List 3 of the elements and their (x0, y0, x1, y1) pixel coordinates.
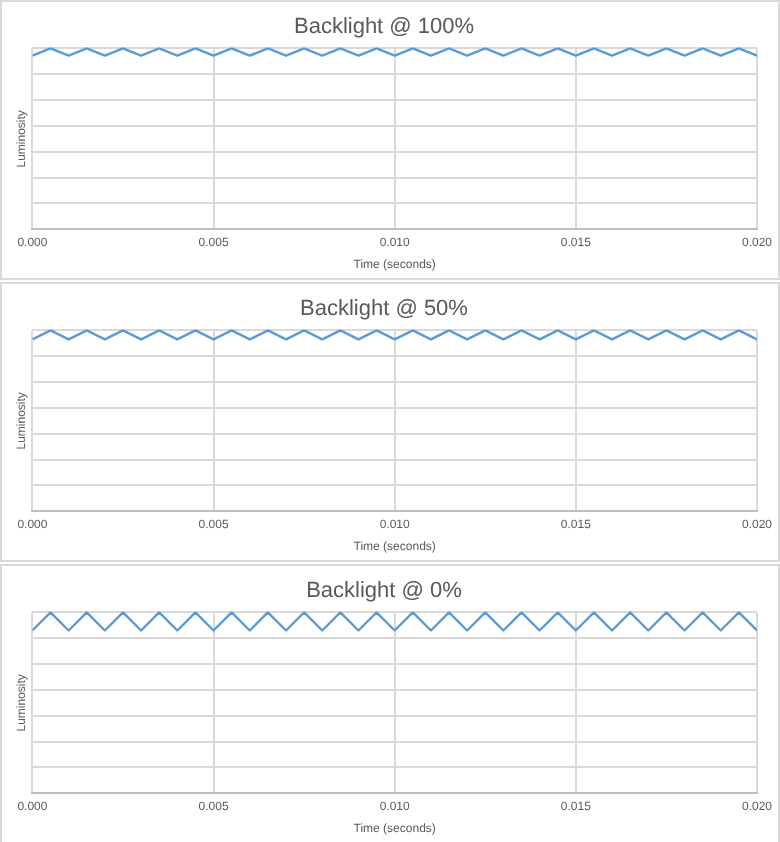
chart-title: Backlight @ 0% (306, 579, 463, 604)
chart-title: Backlight @ 50% (300, 297, 469, 322)
chart-title: Backlight @ 100% (293, 15, 475, 40)
